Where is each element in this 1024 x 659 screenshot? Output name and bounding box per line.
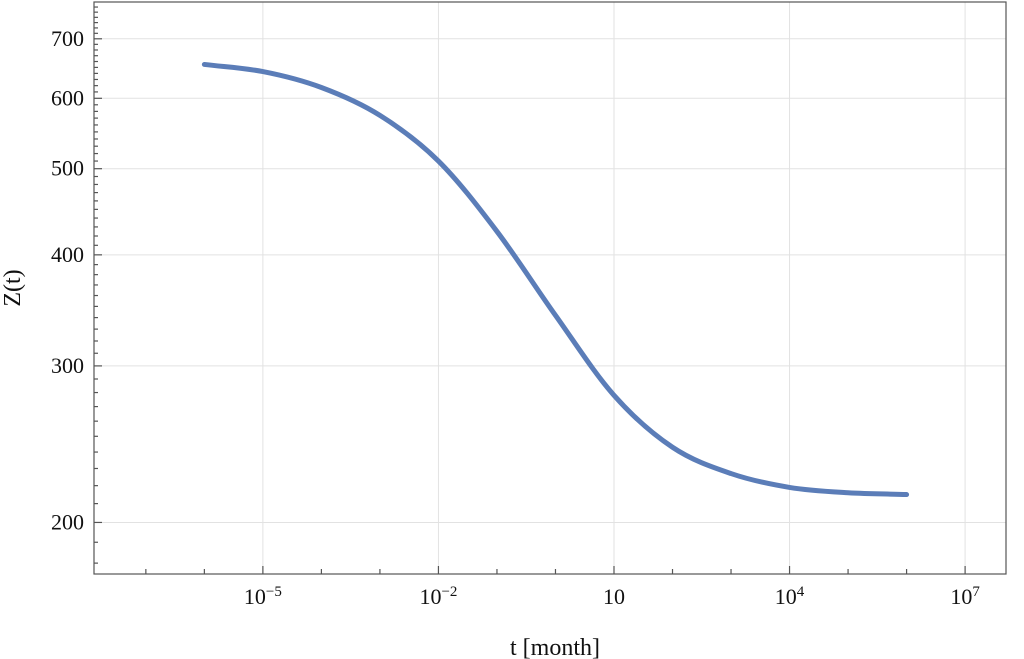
x-tick-label: 10	[603, 584, 625, 609]
major-ticks	[94, 38, 966, 574]
y-tick-label: 700	[51, 26, 84, 51]
y-tick-label: 600	[51, 85, 84, 110]
x-tick-label: 10−2	[419, 584, 457, 609]
y-tick-label: 400	[51, 242, 84, 267]
x-tick-label: 10−5	[244, 584, 282, 609]
series-line	[201, 61, 910, 498]
y-tick-label: 200	[51, 509, 84, 534]
minor-ticks	[94, 6, 908, 574]
y-tick-label: 500	[51, 156, 84, 181]
plot-frame	[93, 1, 1007, 575]
x-tick-labels: 10−5 10−2 10 104 107	[244, 584, 980, 609]
x-tick-label: 104	[775, 584, 805, 609]
y-axis-label: Z(t)	[0, 269, 26, 306]
y-tick-label: 300	[51, 353, 84, 378]
y-tick-labels: 200 300 400 500 600 700	[51, 26, 84, 535]
grid	[94, 2, 1006, 574]
x-axis-label: t [month]	[510, 635, 600, 659]
x-tick-label: 107	[950, 584, 980, 609]
